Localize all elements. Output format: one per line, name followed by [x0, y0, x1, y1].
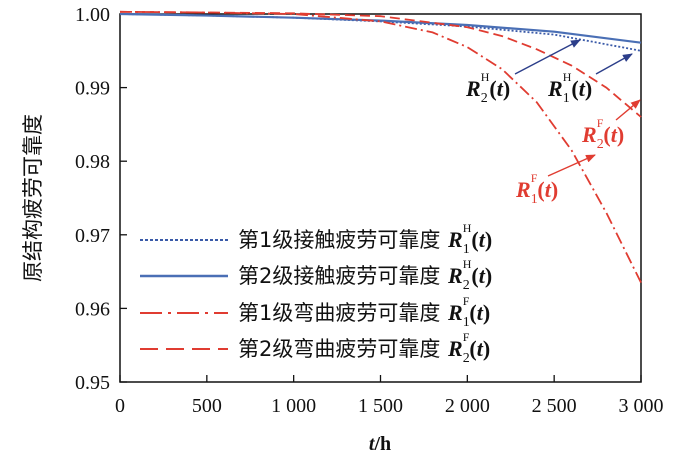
math-label-R1H: R1 H(t)	[547, 70, 592, 106]
y-axis-ticks: 0.95 0.96 0.97 0.98 0.99 1.00	[75, 4, 127, 394]
annotation-arrow-R2H	[514, 39, 581, 75]
math-label-R1F: R1 F(t)	[447, 294, 490, 330]
math-subscript: 2	[597, 137, 604, 152]
legend-label-R2F: 第2级弯曲疲劳可靠度	[238, 337, 440, 361]
math-argument: (t)	[571, 76, 592, 101]
math-symbol: R	[465, 76, 481, 101]
math-subscript: 1	[531, 192, 538, 207]
math-symbol: R	[581, 122, 597, 147]
y-tick-label: 0.97	[75, 225, 110, 247]
math-superscript: F	[597, 116, 604, 130]
annotation-arrow-R1F	[547, 154, 596, 177]
math-symbol: R	[447, 336, 463, 361]
y-axis-title: 原结构疲劳可靠度	[21, 114, 45, 282]
series-layer	[119, 10, 642, 284]
series-line-R2F	[119, 10, 642, 118]
math-superscript: H	[481, 70, 490, 84]
annotation-layer: R2H(t) R1H(t)R2F(t)R1F(t)	[465, 39, 641, 207]
math-symbol: R	[447, 263, 463, 288]
math-superscript: H	[463, 257, 472, 271]
y-tick-label: 0.99	[75, 78, 110, 100]
math-argument: (t)	[469, 336, 490, 361]
x-tick-label: 500	[192, 395, 222, 417]
math-symbol: R	[515, 177, 531, 202]
x-tick-label: 2 500	[532, 395, 577, 417]
y-tick-label: 1.00	[75, 4, 110, 26]
x-tick-label: 1 500	[358, 395, 403, 417]
math-subscript: 2	[463, 278, 470, 293]
math-subscript: 1	[563, 91, 570, 106]
math-subscript: 2	[463, 351, 470, 366]
math-symbol: R	[447, 227, 463, 252]
math-superscript: F	[463, 294, 470, 308]
math-label-R2H: R2 H(t)	[447, 257, 492, 293]
math-label-R2F: R2 F(t)	[447, 330, 490, 366]
math-label-R2F: R2 F(t)	[581, 116, 624, 152]
legend-label-R1H: 第1级接触疲劳可靠度	[238, 228, 440, 252]
math-argument: (t)	[489, 76, 510, 101]
legend-label-R2H: 第2级接触疲劳可靠度	[238, 264, 440, 288]
math-argument: (t)	[603, 122, 624, 147]
math-superscript: H	[463, 221, 472, 235]
x-axis-title: t/h	[369, 433, 391, 455]
legend-label-R1F: 第1级弯曲疲劳可靠度	[238, 301, 440, 325]
x-tick-label: 2 000	[445, 395, 490, 417]
math-symbol: R	[447, 300, 463, 325]
math-argument: (t)	[469, 300, 490, 325]
x-axis-unit: /h	[373, 433, 391, 455]
x-tick-label: 1 000	[271, 395, 316, 417]
x-axis-ticks: 0 500 1 000 1 500 2 000 2 500 3 000	[115, 375, 664, 417]
math-superscript: F	[463, 330, 470, 344]
series-line-R1F	[119, 10, 642, 284]
math-superscript: H	[563, 70, 572, 84]
math-label-R2H: R2 H(t)	[465, 70, 510, 106]
x-tick-label: 0	[115, 395, 125, 417]
math-argument: (t)	[471, 263, 492, 288]
math-label-R1H: R1 H(t)	[447, 221, 492, 257]
x-axis-variable: t	[369, 433, 376, 455]
y-tick-label: 0.96	[75, 298, 110, 320]
series-line-R2H	[119, 12, 642, 44]
math-subscript: 2	[481, 91, 488, 106]
y-tick-label: 0.95	[75, 372, 110, 394]
x-tick-label: 3 000	[619, 395, 664, 417]
annotation-arrow-R1H	[595, 53, 633, 75]
math-subscript: 1	[463, 315, 470, 330]
math-symbol: R	[547, 76, 563, 101]
math-label-R1F: R1 F(t)	[515, 171, 558, 207]
annotation-arrow-R2F	[615, 99, 641, 121]
math-argument: (t)	[537, 177, 558, 202]
legend: 第1级接触疲劳可靠度 R1H(t)第2级接触疲劳可靠度 R2H(t)第1级弯曲疲劳可…	[140, 221, 492, 366]
math-argument: (t)	[471, 227, 492, 252]
math-superscript: F	[531, 171, 538, 185]
math-subscript: 1	[463, 242, 470, 257]
y-tick-label: 0.98	[75, 151, 110, 173]
